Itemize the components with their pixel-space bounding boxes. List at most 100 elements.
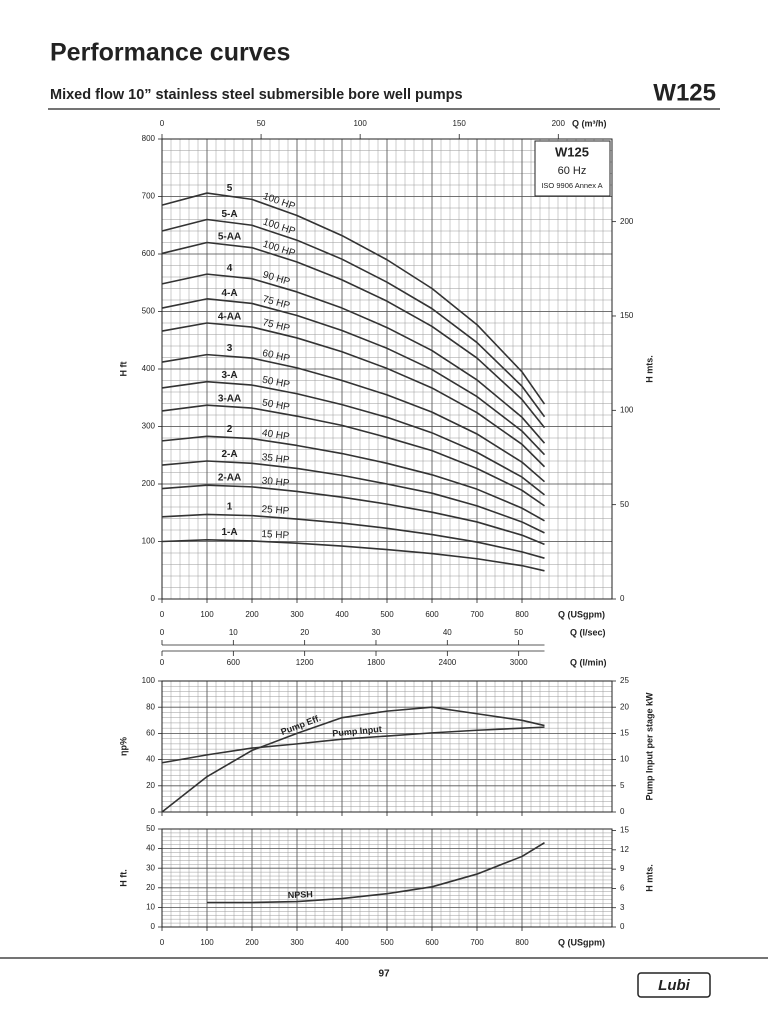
- curve: [161, 353, 546, 483]
- power-label: 50 HP: [261, 398, 291, 414]
- axis-tick-label: 40: [443, 628, 452, 637]
- x-tick-label: 700: [470, 938, 484, 947]
- y2-tick-label: 0: [620, 807, 625, 816]
- axis-tick-label: 200: [552, 119, 566, 128]
- y-tick-label: 300: [142, 422, 156, 431]
- annotation: W125: [555, 144, 589, 159]
- axis-tick-label: 1800: [367, 658, 385, 667]
- y2-tick-label: 12: [620, 845, 629, 854]
- plot-frame: [161, 828, 613, 928]
- x-tick-label: 400: [335, 610, 349, 619]
- axis-tick-label: 50: [514, 628, 523, 637]
- plot-frame: [161, 680, 613, 813]
- curve-label: 5: [227, 183, 233, 194]
- x-tick-label: 600: [425, 938, 439, 947]
- y-tick-label: 80: [146, 702, 155, 711]
- annotation-box: [534, 140, 611, 197]
- curve: [161, 218, 546, 418]
- x-tick-label: 300: [290, 610, 304, 619]
- y2-tick-label: 25: [620, 676, 629, 685]
- y-tick-label: 30: [146, 863, 155, 872]
- curve: [161, 404, 545, 507]
- y2-tick-label: 3: [620, 903, 625, 912]
- y-axis-label: H ft.: [118, 869, 128, 887]
- curve-label: 5-AA: [218, 232, 241, 243]
- model-name: W125: [653, 79, 716, 106]
- x-axis-label: Q (USgpm): [558, 609, 605, 619]
- y2-tick-label: 6: [620, 884, 625, 893]
- y-axis-label: H ft: [118, 362, 128, 377]
- x-tick-label: 0: [160, 938, 165, 947]
- curve-label: 3-A: [221, 370, 237, 381]
- page-number: 97: [378, 969, 390, 980]
- axis-tick-label: 150: [453, 119, 467, 128]
- y-tick-label: 600: [142, 249, 156, 258]
- y-tick-label: 40: [146, 755, 155, 764]
- curve: [161, 435, 545, 522]
- power-label: 30 HP: [261, 475, 290, 489]
- x-tick-label: 400: [335, 938, 349, 947]
- curve: [161, 513, 545, 559]
- y-tick-label: 0: [151, 807, 156, 816]
- y-tick-label: 50: [146, 824, 155, 833]
- power-label: 35 HP: [261, 452, 290, 466]
- curve: [161, 192, 546, 405]
- x-tick-label: 100: [200, 938, 214, 947]
- curve: [207, 842, 545, 904]
- x-tick-label: 800: [515, 938, 529, 947]
- curve-label: 4: [227, 263, 233, 274]
- curve-label: 1-A: [221, 527, 237, 538]
- y2-axis-label: H mts.: [644, 864, 654, 892]
- y2-tick-label: 0: [620, 922, 625, 931]
- x-tick-label: 200: [245, 938, 259, 947]
- y2-tick-label: 5: [620, 781, 625, 790]
- x-tick-label: 700: [470, 610, 484, 619]
- y2-tick-label: 20: [620, 702, 629, 711]
- x-tick-label: 300: [290, 938, 304, 947]
- axis-tick-label: 0: [160, 119, 165, 128]
- axis-tick-label: 30: [372, 628, 381, 637]
- y2-tick-label: 15: [620, 729, 629, 738]
- curve: [161, 322, 546, 468]
- curve-label: 2: [227, 424, 233, 435]
- curve-label: 2-A: [221, 449, 237, 460]
- y-tick-label: 100: [142, 676, 156, 685]
- axis-tick-label: 1200: [296, 658, 314, 667]
- curve: [161, 538, 545, 572]
- axis-tick-label: 2400: [438, 658, 456, 667]
- power-label: 25 HP: [261, 504, 290, 517]
- y2-tick-label: 100: [620, 405, 634, 414]
- page-title: Performance curves: [50, 39, 290, 67]
- y-tick-label: 60: [146, 729, 155, 738]
- axis-tick-label: 10: [229, 628, 238, 637]
- curve-label: 4-A: [221, 288, 237, 299]
- curve-label: 1: [227, 502, 233, 513]
- y-tick-label: 200: [142, 479, 156, 488]
- x-tick-label: 600: [425, 610, 439, 619]
- y2-tick-label: 50: [620, 500, 629, 509]
- x-tick-label: 800: [515, 610, 529, 619]
- y2-axis-label: H mts.: [644, 355, 654, 383]
- x-tick-label: 200: [245, 610, 259, 619]
- y-tick-label: 0: [151, 922, 156, 931]
- y2-axis-label: Pump Input per stage kW: [644, 692, 654, 801]
- y-tick-label: 400: [142, 364, 156, 373]
- y2-tick-label: 15: [620, 826, 629, 835]
- curve: [161, 273, 546, 444]
- axis-label: Q (l/min): [570, 657, 607, 667]
- annotation: ISO 9906 Annex A: [541, 181, 602, 190]
- curve-label: 2-AA: [218, 473, 241, 484]
- curve: [161, 484, 545, 546]
- y2-tick-label: 150: [620, 311, 634, 320]
- axis-label: Q (m³/h): [572, 118, 607, 128]
- curve: [161, 460, 545, 534]
- y2-tick-label: 200: [620, 217, 634, 226]
- y-tick-label: 0: [151, 594, 156, 603]
- axis-tick-label: 0: [160, 658, 165, 667]
- x-tick-label: 500: [380, 938, 394, 947]
- y-tick-label: 40: [146, 844, 155, 853]
- curve-label: 5-A: [221, 209, 237, 220]
- logo: Lubi: [658, 977, 690, 994]
- x-tick-label: 500: [380, 610, 394, 619]
